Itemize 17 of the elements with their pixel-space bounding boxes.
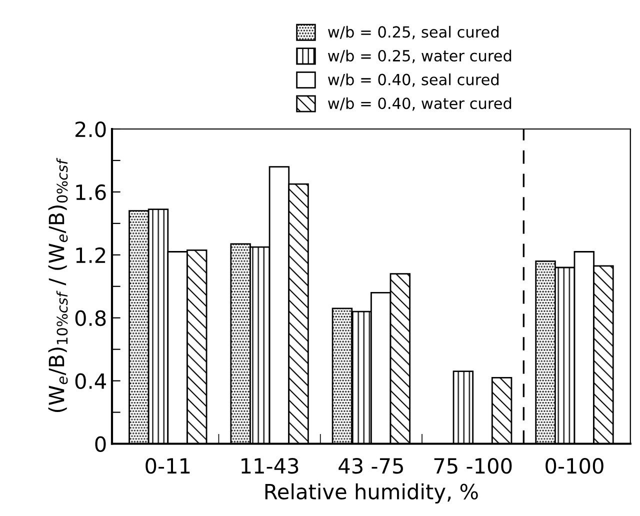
y-tick-label: 1.2 [76,247,106,263]
y-tick-label: 0 [95,436,106,452]
y-axis-title: (W$_{e}$/B)$_{10%csf}$ / (W$_{e}$/B)$_{0%csf}$ [48,158,68,412]
x-tick-label: 11-43 [242,458,298,474]
y-tick-label: 1.6 [76,184,106,200]
legend-label: w/b = 0.40, water cured [328,97,512,111]
legend-label: w/b = 0.40, seal cured [328,74,499,87]
x-axis-title: Relative humidity, % [265,483,478,504]
x-tick-label: 0-11 [146,458,190,474]
legend-label: w/b = 0.25, seal cured [328,26,499,40]
legend-label: w/b = 0.25, water cured [328,50,512,64]
x-tick-label: 0-100 [546,458,604,474]
y-tick-label: 2.0 [76,121,106,138]
x-tick-label: 75 -100 [434,458,512,474]
x-tick-label: 43 -75 [338,458,403,474]
y-tick-label: 0.4 [75,373,106,390]
y-tick-label: 0.8 [75,310,106,326]
